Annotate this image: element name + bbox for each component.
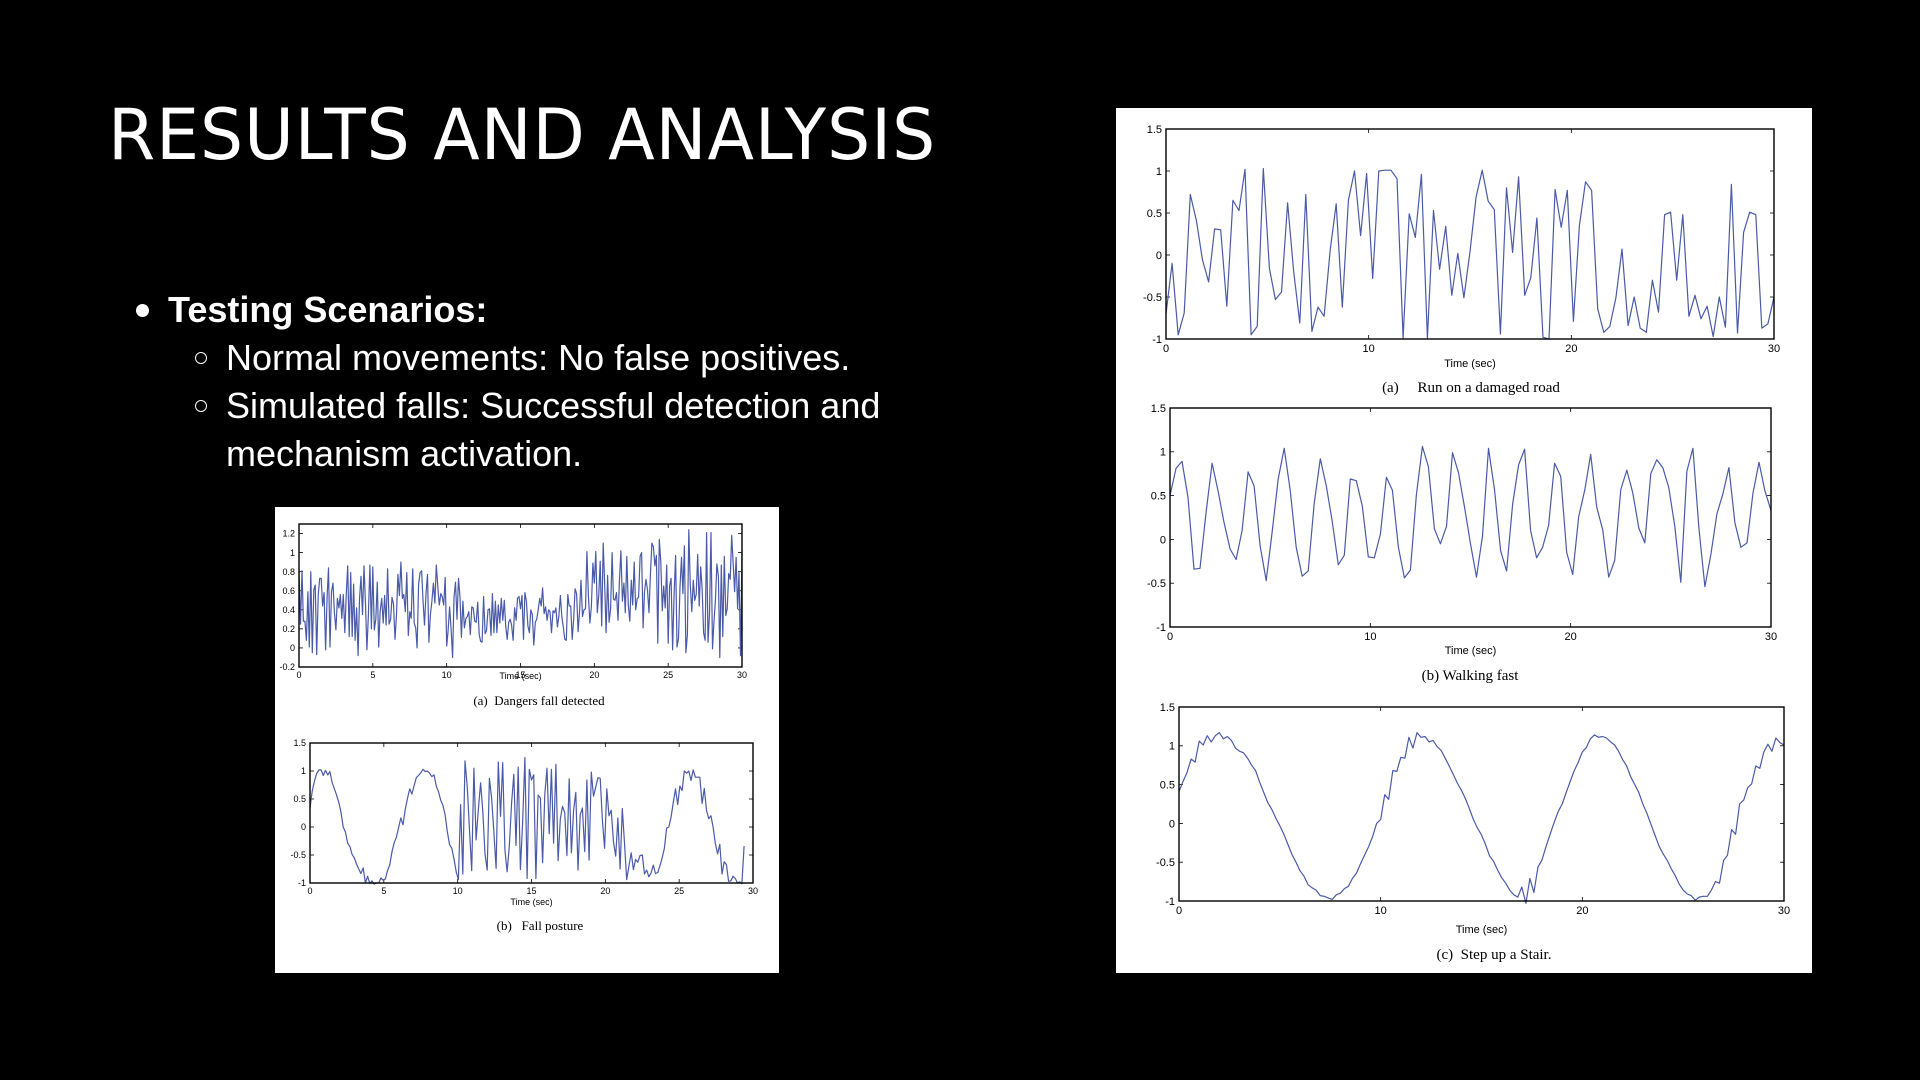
y-tick-label: 0.5	[1160, 779, 1175, 791]
figure-panel-right: 0 10 20 30 -1 -0.5 0 0.5 1 1.5 Time (sec) (a) Run o…	[1116, 108, 1812, 973]
x-tick-label: 5	[370, 670, 375, 680]
y-tick-label: 0.2	[282, 624, 295, 634]
x-tick-label: 20	[1565, 631, 1577, 643]
y-tick-label: 1	[290, 548, 295, 558]
plot-frame	[1165, 128, 1775, 340]
chart-caption: (a) Dangers fall detected	[473, 693, 605, 708]
x-tick-label: 10	[1364, 631, 1376, 643]
subbullet-simulated-falls: Simulated falls: Successful detection an…	[195, 382, 946, 478]
x-tick-label: 25	[663, 670, 673, 680]
x-tick-label: 20	[1565, 343, 1577, 355]
y-tick-label: -0.5	[1156, 857, 1175, 869]
x-tick-label: 15	[515, 670, 525, 680]
y-tick-label: -1	[1165, 896, 1175, 908]
chart-caption: (b) Walking fast	[1422, 668, 1520, 684]
y-tick-label: 0.4	[282, 605, 295, 615]
bullet-list: Testing Scenarios: Normal movements: No …	[132, 286, 946, 478]
bullet-testing-scenarios: Testing Scenarios:	[132, 286, 946, 334]
x-tick-label: 25	[674, 886, 684, 896]
y-tick-label: 0.6	[282, 586, 295, 596]
y-tick-label: -0.5	[1147, 578, 1166, 590]
chart-caption: (a) Run on a damaged road	[1382, 380, 1560, 396]
y-tick-label: 1.5	[1160, 702, 1175, 714]
chart-walking-fast: 0 10 20 30 -1 -0.5 0 0.5 1 1.5 Time (sec) (b) Walki…	[1147, 403, 1777, 684]
x-tick-label: 10	[442, 670, 452, 680]
y-tick-label: 1.5	[1151, 403, 1166, 415]
chart-damaged-road: 0 10 20 30 -1 -0.5 0 0.5 1 1.5 Time (sec) (a) Run o…	[1143, 124, 1780, 396]
series-line	[1169, 445, 1772, 588]
x-axis-label: Time (sec)	[510, 897, 552, 907]
y-tick-label: 0	[290, 643, 295, 653]
y-tick-label: 0	[1169, 818, 1175, 830]
slide-title: RESULTS AND ANALYSIS	[108, 94, 937, 176]
chart-caption: (c) Step up a Stair.	[1437, 947, 1552, 963]
y-tick-label: 0	[1156, 250, 1162, 262]
x-axis-label: Time (sec)	[499, 671, 541, 681]
y-tick-label: 0.5	[293, 794, 306, 804]
y-tick-label: -0.5	[290, 850, 306, 860]
figure-panel-left: 0 5 10 15 20 25 30 -0.2 0 0.2 0.4 0.6 0.8 1 1.2 Time (s…	[275, 507, 779, 973]
y-tick-label: -1	[298, 878, 306, 888]
plot-frame	[309, 742, 754, 884]
y-tick-label: 0.5	[1151, 490, 1166, 502]
x-tick-label: 10	[453, 886, 463, 896]
y-tick-label: 0	[301, 822, 306, 832]
x-tick-label: 0	[1176, 905, 1182, 917]
x-tick-label: 5	[381, 886, 386, 896]
subbullet-normal-movements: Normal movements: No false positives.	[195, 334, 946, 382]
x-axis-label: Time (sec)	[1445, 645, 1497, 657]
y-tick-label: 1.2	[282, 529, 295, 539]
y-tick-label: 0.8	[282, 567, 295, 577]
chart-caption: (b) Fall posture	[497, 918, 584, 933]
x-tick-label: 30	[748, 886, 758, 896]
y-tick-label: 1	[301, 766, 306, 776]
x-tick-label: 30	[1768, 343, 1780, 355]
x-tick-label: 0	[1167, 631, 1173, 643]
y-tick-label: 0	[1160, 534, 1166, 546]
x-tick-label: 10	[1363, 343, 1375, 355]
x-tick-label: 20	[589, 670, 599, 680]
y-tick-label: 1	[1169, 741, 1175, 753]
y-tick-label: 1.5	[293, 738, 306, 748]
plot-frame	[298, 523, 743, 668]
chart-fall-posture: 0 5 10 15 20 25 30 -1 -0.5 0 0.5 1 1.5 Time (sec) (b) …	[290, 738, 758, 933]
y-tick-label: -0.5	[1143, 292, 1162, 304]
series-line	[1178, 732, 1785, 904]
series-line	[298, 529, 743, 659]
x-axis-label: Time (sec)	[1456, 924, 1508, 936]
y-tick-label: -0.2	[279, 662, 295, 672]
y-tick-label: 1.5	[1147, 124, 1162, 136]
x-tick-label: 0	[1163, 343, 1169, 355]
series-line	[1165, 167, 1775, 340]
series-line	[309, 757, 745, 885]
x-tick-label: 30	[737, 670, 747, 680]
y-tick-label: 0.5	[1147, 208, 1162, 220]
y-tick-label: 1	[1156, 166, 1162, 178]
x-tick-label: 0	[307, 886, 312, 896]
x-tick-label: 30	[1765, 631, 1777, 643]
chart-step-stair: 0 10 20 30 -1 -0.5 0 0.5 1 1.5 Time (sec) (c) Step …	[1156, 702, 1790, 963]
x-tick-label: 15	[526, 886, 536, 896]
y-tick-label: -1	[1152, 334, 1162, 346]
plot-frame	[1169, 407, 1772, 628]
x-tick-label: 20	[600, 886, 610, 896]
y-tick-label: 1	[1160, 447, 1166, 459]
x-tick-label: 10	[1375, 905, 1387, 917]
x-tick-label: 0	[296, 670, 301, 680]
y-tick-label: -1	[1156, 622, 1166, 634]
x-tick-label: 30	[1778, 905, 1790, 917]
x-tick-label: 20	[1576, 905, 1588, 917]
plot-frame	[1178, 706, 1785, 902]
x-axis-label: Time (sec)	[1444, 358, 1496, 370]
